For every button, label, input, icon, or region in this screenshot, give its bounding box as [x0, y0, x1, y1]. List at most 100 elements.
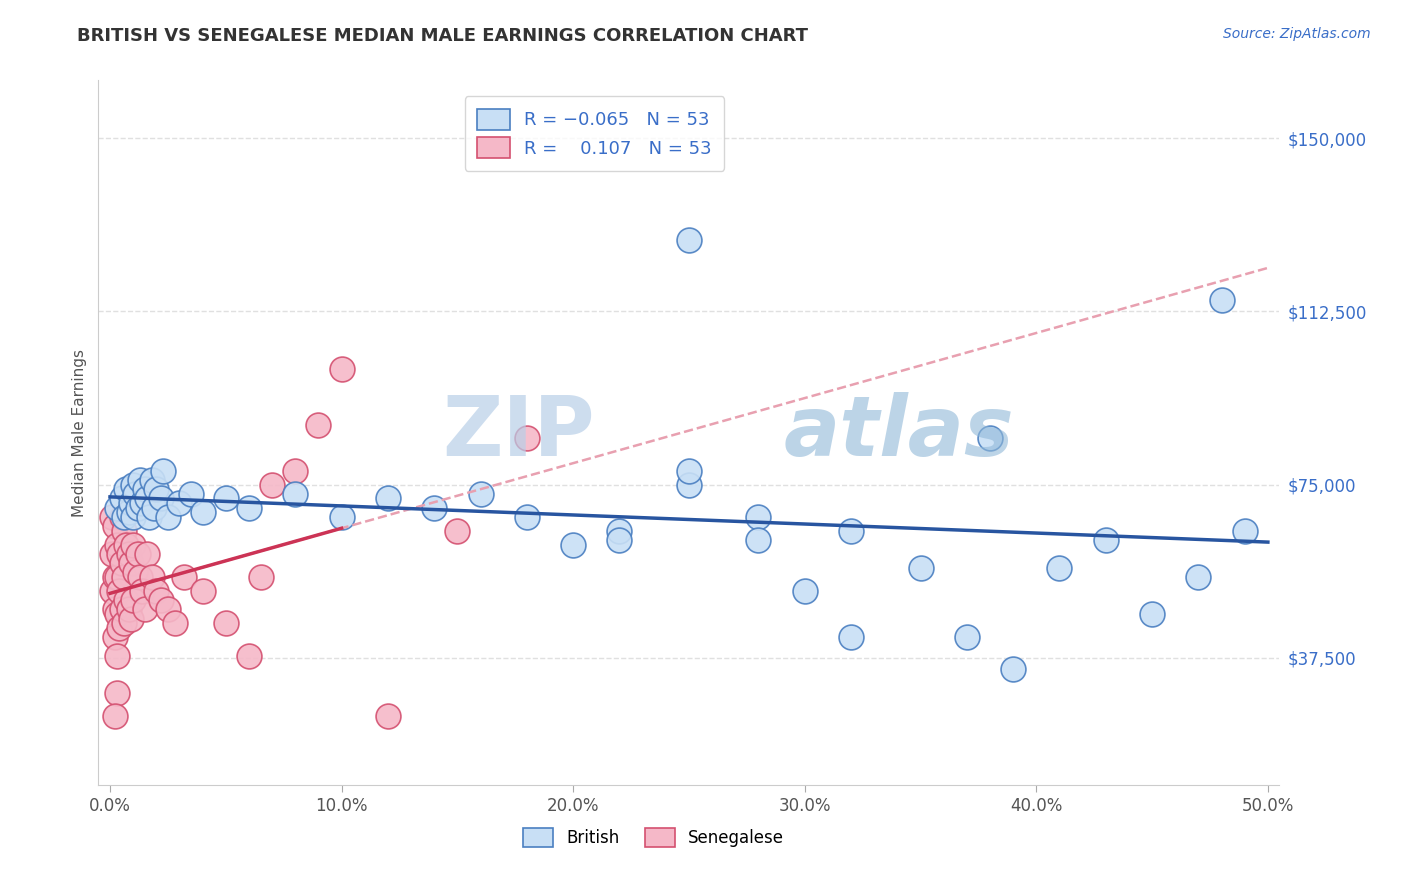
Point [122, 477, 145, 491]
Point [117, 505, 139, 519]
Point [124, 566, 146, 580]
Point [191, 583, 214, 598]
Point [1233, 524, 1256, 538]
Point [105, 500, 128, 515]
Point [956, 630, 979, 644]
Point [131, 496, 153, 510]
Point [120, 556, 142, 570]
Point [101, 510, 124, 524]
Point [423, 500, 446, 515]
Point [793, 583, 815, 598]
Point [108, 547, 131, 561]
Text: ZIP: ZIP [441, 392, 595, 473]
Point [609, 524, 631, 538]
Point [284, 464, 307, 478]
Point [112, 510, 135, 524]
Point [105, 685, 128, 699]
Point [678, 233, 700, 247]
Point [115, 482, 138, 496]
Point [122, 538, 145, 552]
Point [163, 616, 186, 631]
Point [377, 491, 399, 506]
Point [1049, 561, 1071, 575]
Point [112, 570, 135, 584]
Point [169, 496, 191, 510]
Point [120, 612, 142, 626]
Point [117, 602, 139, 616]
Point [104, 570, 127, 584]
Text: Source: ZipAtlas.com: Source: ZipAtlas.com [1223, 27, 1371, 41]
Point [215, 616, 238, 631]
Point [104, 602, 127, 616]
Point [127, 500, 149, 515]
Point [129, 570, 152, 584]
Point [1140, 607, 1163, 621]
Point [105, 538, 128, 552]
Point [110, 510, 132, 524]
Point [120, 496, 142, 510]
Point [129, 473, 152, 487]
Point [516, 510, 538, 524]
Point [149, 593, 172, 607]
Point [104, 630, 127, 644]
Point [562, 538, 585, 552]
Point [112, 616, 135, 631]
Point [141, 473, 163, 487]
Point [124, 487, 146, 501]
Point [115, 593, 138, 607]
Point [262, 477, 284, 491]
Text: BRITISH VS SENEGALESE MEDIAN MALE EARNINGS CORRELATION CHART: BRITISH VS SENEGALESE MEDIAN MALE EARNIN… [77, 27, 808, 45]
Point [516, 431, 538, 445]
Point [122, 593, 145, 607]
Point [134, 482, 156, 496]
Point [609, 533, 631, 547]
Point [152, 464, 174, 478]
Point [105, 570, 128, 584]
Point [330, 510, 353, 524]
Point [377, 708, 399, 723]
Point [173, 570, 195, 584]
Point [678, 477, 700, 491]
Point [112, 524, 135, 538]
Point [307, 417, 329, 432]
Point [1211, 293, 1233, 307]
Point [330, 362, 353, 376]
Point [1094, 533, 1116, 547]
Y-axis label: Median Male Earnings: Median Male Earnings [72, 349, 87, 516]
Point [249, 570, 271, 584]
Point [238, 648, 260, 663]
Point [104, 708, 127, 723]
Point [110, 491, 132, 506]
Point [446, 524, 468, 538]
Legend: British, Senegalese: British, Senegalese [516, 822, 790, 855]
Point [136, 491, 159, 506]
Point [108, 621, 131, 635]
Point [134, 602, 156, 616]
Point [180, 487, 202, 501]
Point [678, 464, 700, 478]
Point [839, 630, 862, 644]
Point [747, 533, 769, 547]
Point [149, 491, 172, 506]
Point [108, 583, 131, 598]
Point [979, 431, 1001, 445]
Point [110, 556, 132, 570]
Point [284, 487, 307, 501]
Point [105, 607, 128, 621]
Point [156, 602, 179, 616]
Point [145, 583, 167, 598]
Point [470, 487, 492, 501]
Point [143, 500, 166, 515]
Text: atlas: atlas [783, 392, 1014, 473]
Point [141, 570, 163, 584]
Point [131, 583, 153, 598]
Point [156, 510, 179, 524]
Point [136, 547, 159, 561]
Point [105, 648, 128, 663]
Point [104, 519, 127, 533]
Point [1187, 570, 1209, 584]
Point [110, 602, 132, 616]
Point [1002, 662, 1025, 676]
Point [117, 547, 139, 561]
Point [115, 538, 138, 552]
